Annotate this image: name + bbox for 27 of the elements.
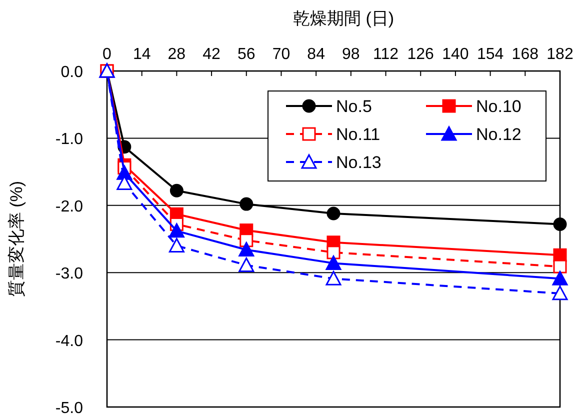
legend-label: No.13 bbox=[336, 153, 382, 172]
x-tick-label: 42 bbox=[202, 46, 221, 63]
y-tick-label: 0.0 bbox=[60, 64, 84, 81]
x-tick-label: 84 bbox=[307, 46, 326, 63]
legend-label: No.10 bbox=[476, 97, 522, 116]
legend-label: No.12 bbox=[476, 125, 522, 144]
y-tick-label: -5.0 bbox=[55, 400, 84, 417]
y-tick-label: -2.0 bbox=[55, 198, 84, 216]
x-tick-label: 112 bbox=[373, 46, 399, 63]
legend-label: No.11 bbox=[336, 125, 380, 144]
x-axis-title: 乾燥期間 (日) bbox=[292, 9, 394, 28]
x-tick-label: 140 bbox=[442, 46, 469, 63]
x-tick-label: 70 bbox=[272, 46, 290, 63]
x-tick-label: 28 bbox=[168, 46, 186, 63]
y-tick-label: -3.0 bbox=[55, 266, 84, 283]
x-tick-label: 182 bbox=[546, 46, 574, 63]
y-tick-label: -1.0 bbox=[55, 131, 84, 148]
y-tick-label: -4.0 bbox=[55, 332, 84, 350]
legend-label: No.5 bbox=[336, 97, 372, 116]
x-tick-label: 0 bbox=[102, 46, 112, 63]
x-tick-label: 126 bbox=[407, 46, 434, 63]
x-tick-label: 56 bbox=[237, 46, 256, 63]
x-tick-label: 14 bbox=[132, 46, 151, 63]
x-tick-label: 154 bbox=[476, 46, 504, 63]
x-tick-label: 98 bbox=[342, 46, 360, 63]
x-tick-label: 168 bbox=[512, 46, 539, 63]
y-axis-title: 質量変化率 (%) bbox=[7, 180, 26, 298]
